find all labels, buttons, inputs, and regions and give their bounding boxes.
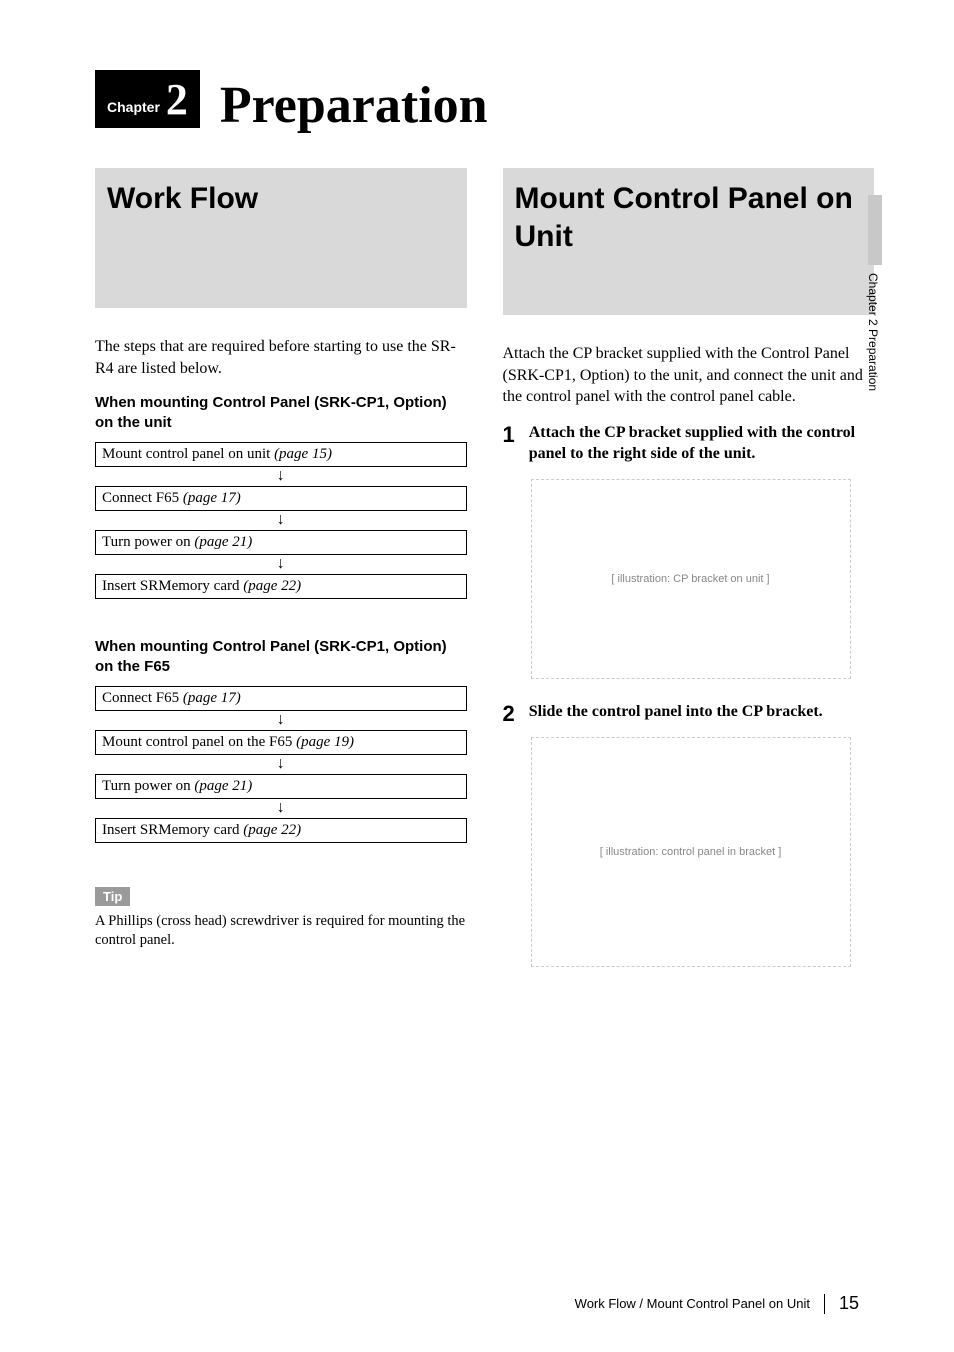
- flow-step-ref: (page 17): [183, 490, 241, 506]
- tip-text: A Phillips (cross head) screwdriver is r…: [95, 912, 467, 950]
- step-text: Attach the CP bracket supplied with the …: [529, 422, 874, 465]
- flow-step-text: Turn power on: [102, 778, 194, 794]
- arrow-down-icon: ↓: [95, 511, 467, 530]
- flow-step: Insert SRMemory card (page 22): [95, 818, 467, 843]
- flow1: Mount control panel on unit (page 15) ↓ …: [95, 442, 467, 599]
- side-tab-bar: [868, 195, 882, 265]
- step-number: 2: [503, 703, 515, 725]
- flow-step-ref: (page 17): [183, 690, 241, 706]
- chapter-label: Chapter: [107, 99, 160, 115]
- arrow-down-icon: ↓: [95, 555, 467, 574]
- illustration: [ illustration: CP bracket on unit ]: [531, 479, 851, 679]
- flow-step: Turn power on (page 21): [95, 774, 467, 799]
- footer-separator: [824, 1294, 825, 1314]
- illustration: [ illustration: control panel in bracket…: [531, 737, 851, 967]
- arrow-down-icon: ↓: [95, 711, 467, 730]
- flow-step: Connect F65 (page 17): [95, 486, 467, 511]
- intro-text: The steps that are required before start…: [95, 336, 467, 379]
- flow-step: Turn power on (page 21): [95, 530, 467, 555]
- flow-step-text: Connect F65: [102, 690, 183, 706]
- flow-step: Insert SRMemory card (page 22): [95, 574, 467, 599]
- left-column: Work Flow The steps that are required be…: [95, 168, 467, 989]
- footer: Work Flow / Mount Control Panel on Unit …: [575, 1293, 859, 1314]
- flow-step-text: Insert SRMemory card: [102, 578, 243, 594]
- arrow-down-icon: ↓: [95, 467, 467, 486]
- step-number: 1: [503, 424, 515, 467]
- flow-step: Connect F65 (page 17): [95, 686, 467, 711]
- side-tab-text: Chapter 2 Preparation: [866, 273, 880, 391]
- arrow-down-icon: ↓: [95, 799, 467, 818]
- flow-step-text: Mount control panel on unit: [102, 446, 274, 462]
- right-column: Mount Control Panel on Unit Attach the C…: [503, 168, 875, 989]
- flow-step-text: Insert SRMemory card: [102, 822, 243, 838]
- intro-text: Attach the CP bracket supplied with the …: [503, 343, 875, 408]
- section-title: Work Flow: [107, 180, 455, 218]
- flow-step-text: Turn power on: [102, 534, 194, 550]
- chapter-title: Preparation: [220, 80, 488, 132]
- step-1: 1 Attach the CP bracket supplied with th…: [503, 422, 875, 465]
- page-number: 15: [839, 1293, 859, 1314]
- flow-step-ref: (page 22): [243, 578, 301, 594]
- footer-breadcrumb: Work Flow / Mount Control Panel on Unit: [575, 1296, 810, 1311]
- flow-step-ref: (page 21): [194, 778, 252, 794]
- flow-step: Mount control panel on unit (page 15): [95, 442, 467, 467]
- tip-badge: Tip: [95, 887, 130, 906]
- chapter-badge: Chapter 2: [95, 70, 200, 128]
- flow-step-text: Connect F65: [102, 490, 183, 506]
- side-tab: Chapter 2 Preparation: [866, 195, 884, 391]
- arrow-down-icon: ↓: [95, 755, 467, 774]
- flow-step-text: Mount control panel on the F65: [102, 734, 296, 750]
- section-title: Mount Control Panel on Unit: [515, 180, 863, 255]
- flow-step-ref: (page 19): [296, 734, 354, 750]
- section-title-box: Work Flow: [95, 168, 467, 308]
- flow-step-ref: (page 21): [194, 534, 252, 550]
- section-title-box: Mount Control Panel on Unit: [503, 168, 875, 315]
- flow1-heading: When mounting Control Panel (SRK-CP1, Op…: [95, 393, 467, 432]
- step-text: Slide the control panel into the CP brac…: [529, 701, 823, 723]
- step-2: 2 Slide the control panel into the CP br…: [503, 701, 875, 723]
- chapter-header: Chapter 2 Preparation: [95, 70, 874, 128]
- flow2-heading: When mounting Control Panel (SRK-CP1, Op…: [95, 637, 467, 676]
- flow-step-ref: (page 22): [243, 822, 301, 838]
- flow-step: Mount control panel on the F65 (page 19): [95, 730, 467, 755]
- flow-step-ref: (page 15): [274, 446, 332, 462]
- flow2: Connect F65 (page 17) ↓ Mount control pa…: [95, 686, 467, 843]
- chapter-number: 2: [166, 78, 188, 122]
